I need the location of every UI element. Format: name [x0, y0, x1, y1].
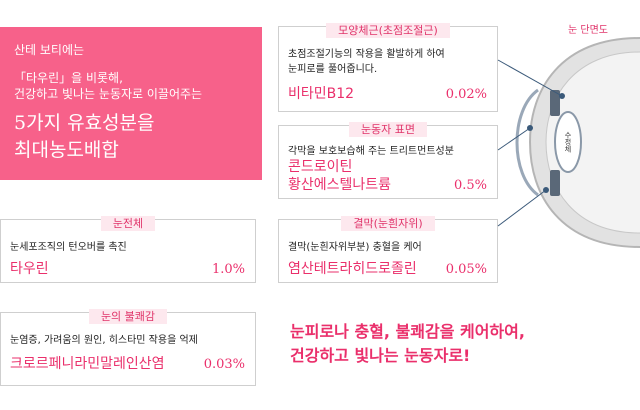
intro-line2: 「타우린」을 비롯해, 건강하고 빛나는 눈동자로 이끌어주는 — [14, 70, 248, 102]
slogan: 눈피로나 충혈, 불쾌감을 케어하여, 건강하고 빛나는 눈동자로! — [290, 320, 525, 368]
card-ciliary-muscle: 모양체근(초점조절근) 초점조절기능의 작용을 활발하게 하여 눈피로를 풀어줍… — [278, 23, 498, 112]
card-conjunctiva-desc: 결막(눈흰자위부분) 충혈을 케어 — [288, 242, 422, 253]
card-tissue-desc: 눈세포조직의 턴오버를 촉진 — [10, 242, 127, 253]
card-conjunctiva-name: 염산테트라히드로졸린 — [288, 261, 417, 277]
iris-upper-shape — [550, 90, 560, 116]
card-eye-surface: 눈동자 표면 각막을 보호보습해 주는 트리트먼트성분 콘드로이틴 황산에스텔나… — [278, 122, 498, 199]
card-surface-pct: 0.5% — [453, 178, 487, 193]
pointer-line-ciliary — [497, 59, 563, 97]
card-tissue-pct: 1.0% — [211, 262, 245, 277]
card-whole-eye: 눈전체 눈세포조직의 턴오버를 촉진 타우린 1.0% — [0, 216, 256, 283]
card-discomfort: 눈의 불쾌감 눈염증, 가려움의 원인, 히스타민 작용을 억제 크로르페니라민… — [0, 309, 256, 386]
intro-big1: 5가지 유효성분을 — [14, 112, 155, 134]
card-surface-name1: 콘드로이틴 — [288, 159, 353, 175]
card-tissue-head: 눈전체 — [100, 216, 156, 231]
card-ciliary-desc2: 눈피로를 풀어줍니다. — [288, 64, 378, 75]
pointer-line-surface — [497, 127, 531, 151]
card-conjunctiva-head: 결막(눈흰자위) — [341, 216, 435, 231]
card-ciliary-head: 모양체근(초점조절근) — [326, 23, 450, 38]
card-discomfort-head: 눈의 불쾌감 — [88, 309, 168, 324]
card-ciliary-name: 비타민B12 — [288, 86, 355, 102]
pointer-line-conjunctiva — [497, 189, 547, 227]
card-ciliary-pct: 0.02% — [445, 87, 487, 102]
card-surface-desc: 각막을 보호보습해 주는 트리트먼트성분 — [288, 146, 454, 157]
card-discomfort-pct: 0.03% — [203, 357, 245, 372]
card-ciliary-desc1: 초점조절기능의 작용을 활발하게 하여 — [288, 49, 445, 60]
diagram-title: 눈 단면도 — [568, 25, 608, 36]
card-surface-head: 눈동자 표면 — [348, 122, 428, 137]
intro-panel: 산테 보티에는 「타우린」을 비롯해, 건강하고 빛나는 눈동자로 이끌어주는 … — [0, 27, 262, 180]
intro-line1: 산테 보티에는 — [14, 43, 85, 57]
card-tissue-name: 타우린 — [10, 261, 49, 277]
intro-line2a: 「타우린」을 비롯해, — [14, 71, 123, 85]
lens-label: 수정체 — [564, 132, 572, 154]
card-discomfort-name: 크로르페니라민말레인산염 — [10, 356, 165, 372]
eyeball-outer — [528, 37, 640, 248]
card-conjunctiva: 결막(눈흰자위) 결막(눈흰자위부분) 충혈을 케어 염산테트라히드로졸린 0.… — [278, 216, 498, 283]
intro-line2b: 건강하고 빛나는 눈동자로 이끌어주는 — [14, 87, 203, 101]
card-discomfort-desc: 눈염증, 가려움의 원인, 히스타민 작용을 억제 — [10, 335, 198, 346]
iris-lower-shape — [550, 170, 560, 196]
cornea-shape — [515, 88, 539, 197]
card-conjunctiva-pct: 0.05% — [445, 262, 487, 277]
slogan-line1: 눈피로나 충혈, 불쾌감을 케어하여, — [290, 322, 525, 341]
card-surface-name2: 황산에스텔나트륨 — [288, 177, 392, 193]
slogan-line2: 건강하고 빛나는 눈동자로! — [290, 346, 471, 365]
intro-headline: 5가지 유효성분을 최대농도배합 — [14, 110, 248, 164]
intro-big2: 최대농도배합 — [14, 139, 119, 161]
lens-shape — [554, 111, 582, 173]
eye-cross-section-diagram: 수정체 — [497, 37, 640, 248]
